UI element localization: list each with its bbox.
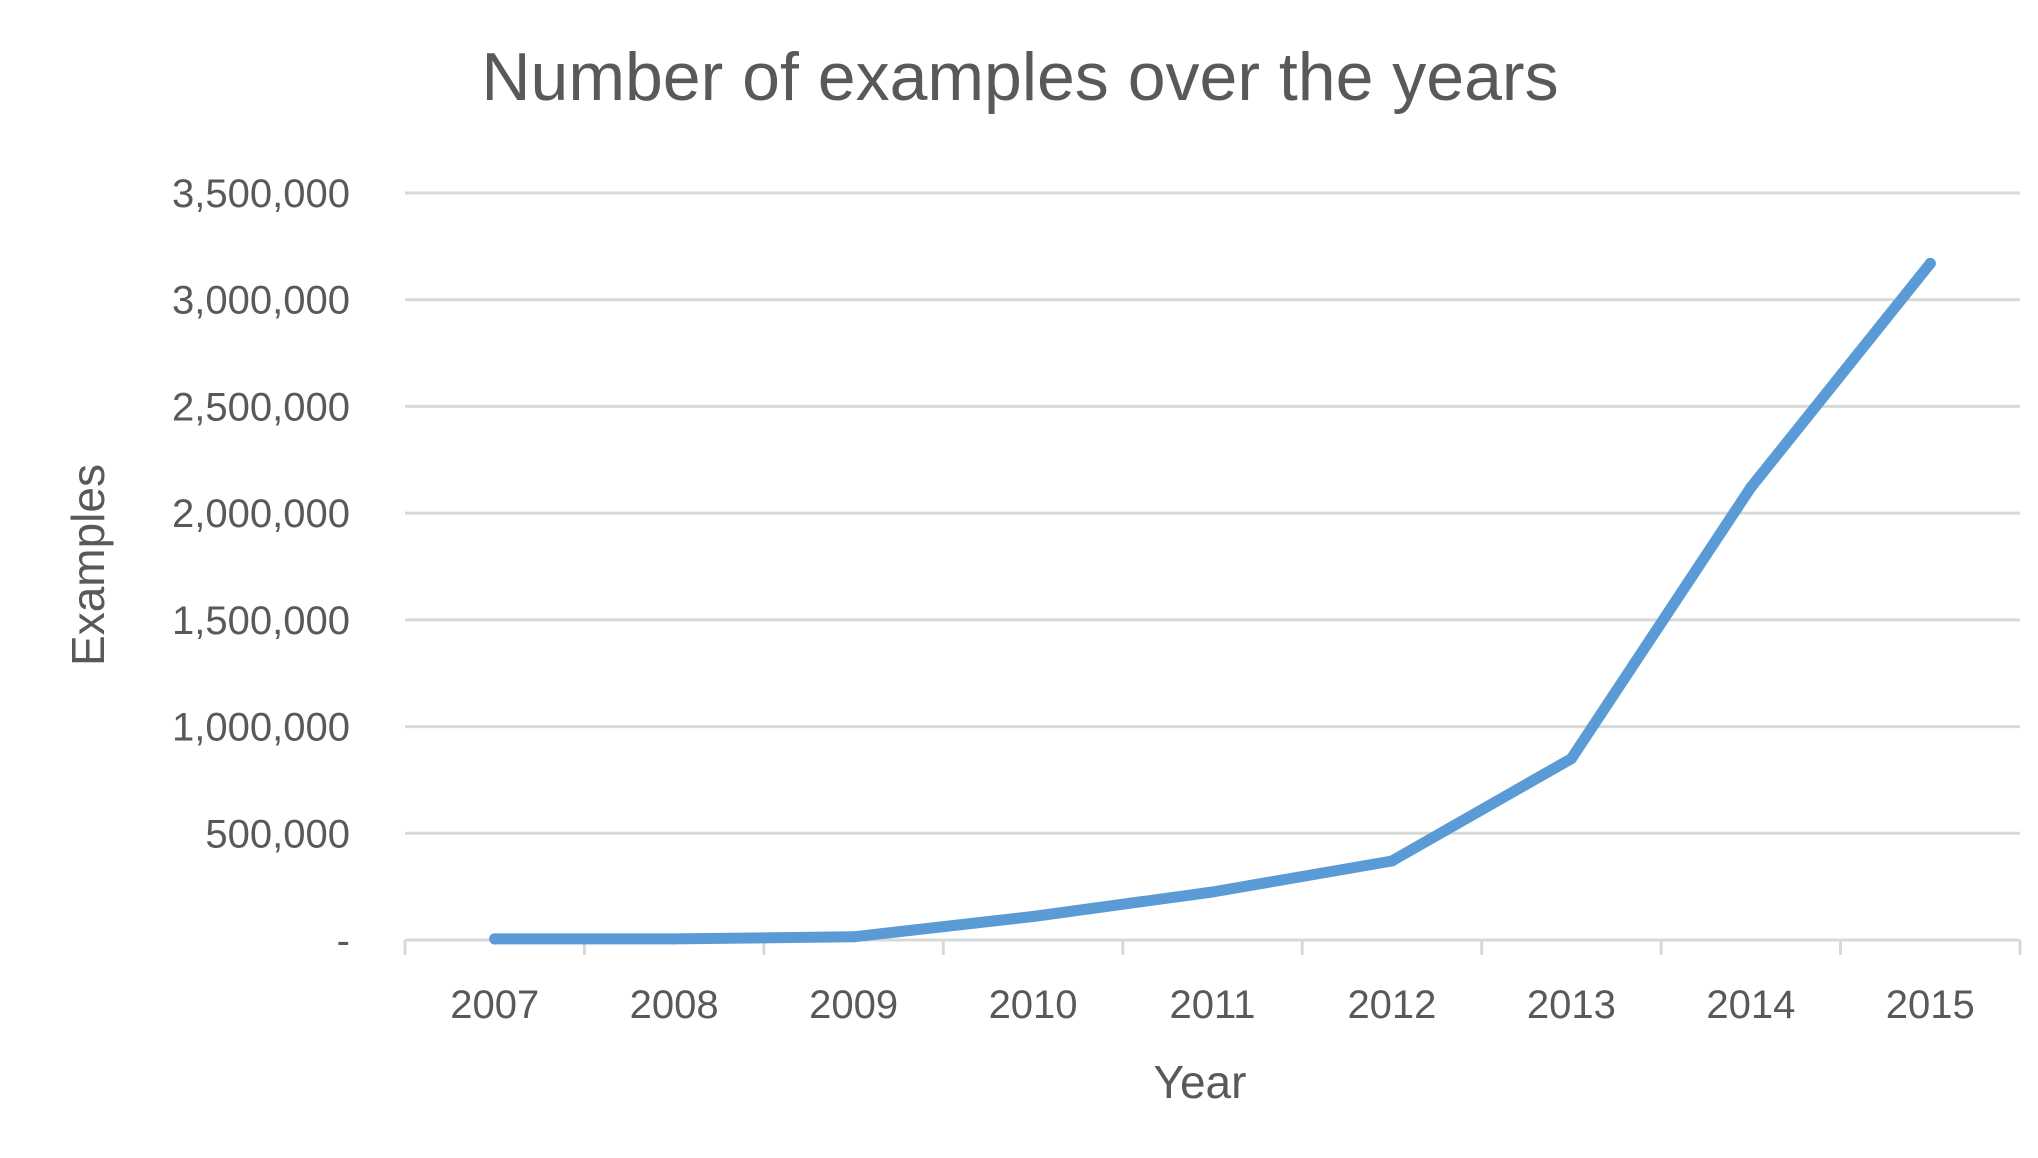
data-point-2010 <box>1027 911 1039 923</box>
y-axis-title: Examples <box>62 464 114 666</box>
y-axis-tick-labels: - 500,000 1,000,000 1,500,000 2,000,000 2,500… <box>172 172 350 963</box>
data-point-2011 <box>1207 886 1218 898</box>
y-tick-label-1: 500,000 <box>205 812 350 856</box>
data-point-2013 <box>1565 753 1577 765</box>
x-tick-label-2007: 2007 <box>450 983 539 1027</box>
y-tick-label-2: 1,000,000 <box>172 706 350 750</box>
x-tick-label-2013: 2013 <box>1527 983 1616 1027</box>
y-tick-label-4: 2,000,000 <box>172 492 350 536</box>
x-tick-label-2010: 2010 <box>989 983 1078 1027</box>
data-point-2012 <box>1386 855 1398 867</box>
y-tick-label-0: - <box>337 919 350 963</box>
data-point-2014 <box>1745 482 1757 494</box>
data-point-2007 <box>489 933 501 945</box>
data-point-2008 <box>668 933 680 945</box>
series-line-0 <box>489 257 1936 945</box>
series-group <box>489 257 1936 945</box>
x-tick-label-2009: 2009 <box>809 983 898 1027</box>
data-point-2015 <box>1924 257 1936 269</box>
y-tick-label-6: 3,000,000 <box>172 279 350 323</box>
x-axis-tick-labels: 2007 2008 2009 2010 2011 2012 2013 2014 2015 <box>450 983 1975 1027</box>
x-tick-label-2015: 2015 <box>1886 983 1975 1027</box>
y-tick-label-5: 2,500,000 <box>172 385 350 429</box>
y-tick-label-7: 3,500,000 <box>172 172 350 216</box>
x-tick-label-2014: 2014 <box>1706 983 1795 1027</box>
chart-title: Number of examples over the years <box>481 39 1558 115</box>
x-axis-title: Year <box>1154 1056 1247 1108</box>
x-tick-label-2012: 2012 <box>1347 983 1436 1027</box>
x-tick-label-2008: 2008 <box>630 983 719 1027</box>
gridlines <box>405 191 2020 835</box>
data-point-2009 <box>848 931 860 943</box>
y-tick-label-3: 1,500,000 <box>172 599 350 643</box>
x-tick-label-2011: 2011 <box>1169 983 1255 1027</box>
